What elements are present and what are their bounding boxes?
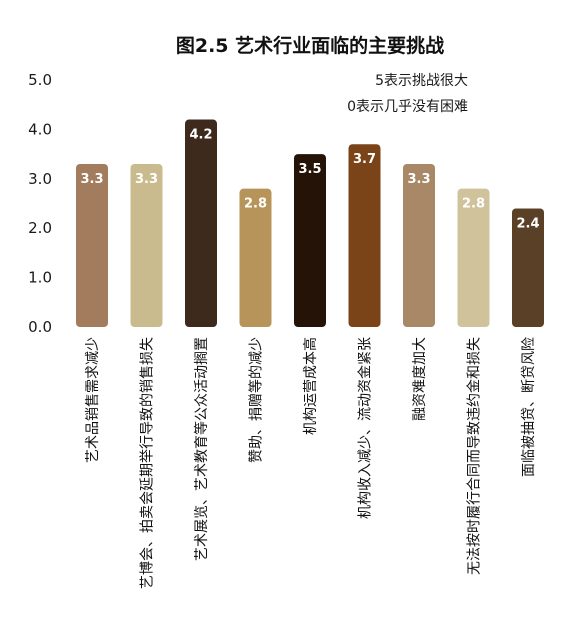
chart-note-low: 0表示几乎没有困难: [347, 99, 468, 115]
bar: [76, 163, 108, 327]
x-axis-labels: 艺术品销售需求减少 艺博会、拍卖会延期举行导致的销售损失 艺术展览、艺术教育等公众活…: [85, 337, 537, 589]
bar-value-label: 3.7: [353, 152, 376, 167]
x-category-label: 艺博会、拍卖会延期举行导致的销售损失: [139, 337, 156, 589]
bar: [457, 188, 490, 327]
y-tick-label: 3.0: [28, 170, 52, 188]
bar: [294, 154, 326, 327]
y-tick-label: 4.0: [28, 120, 52, 138]
bar: [239, 188, 272, 327]
bar-value-label: 2.8: [462, 197, 485, 212]
bar-value-label: 3.3: [135, 172, 158, 187]
y-tick-label: 0.0: [28, 318, 52, 336]
bar-value-label: 2.4: [516, 216, 539, 231]
x-category-label: 融资难度加大: [412, 337, 428, 421]
x-category-label: 艺术展览、艺术教育等公众活动搁置: [193, 337, 210, 561]
y-tick-label: 5.0: [28, 71, 52, 89]
x-category-label: 面临被抽贷、断贷风险: [521, 337, 537, 477]
bar: [403, 163, 435, 327]
bar-value-label: 3.5: [298, 162, 321, 177]
y-axis: 0.0 1.0 2.0 3.0 4.0 5.0: [28, 71, 52, 336]
chart-note-high: 5表示挑战很大: [375, 73, 468, 89]
bar: [348, 144, 381, 327]
bar-value-label: 4.2: [189, 128, 212, 143]
y-tick-label: 2.0: [28, 219, 52, 237]
bar: [130, 163, 163, 327]
bar-value-label: 2.8: [244, 197, 267, 212]
chart-title: 图2.5 艺术行业面临的主要挑战: [176, 34, 444, 57]
x-category-label: 机构运营成本高: [302, 337, 319, 435]
x-category-label: 无法按时履行合同而导致违约金和损失: [467, 337, 483, 575]
x-category-label: 机构收入减少、流动资金紧张: [358, 337, 374, 519]
x-category-label: 赞助、捐赠等的减少: [248, 337, 265, 463]
bars: [76, 119, 544, 328]
bar-value-label: 3.3: [407, 172, 430, 187]
bar-value-label: 3.3: [80, 172, 103, 187]
value-labels: 3.3 3.3 4.2 2.8 3.5 3.7 3.3 2.8 2.4: [80, 128, 539, 232]
bar: [512, 208, 544, 327]
x-category-label: 艺术品销售需求减少: [85, 337, 101, 463]
y-tick-label: 1.0: [28, 269, 52, 287]
bar: [185, 119, 217, 328]
